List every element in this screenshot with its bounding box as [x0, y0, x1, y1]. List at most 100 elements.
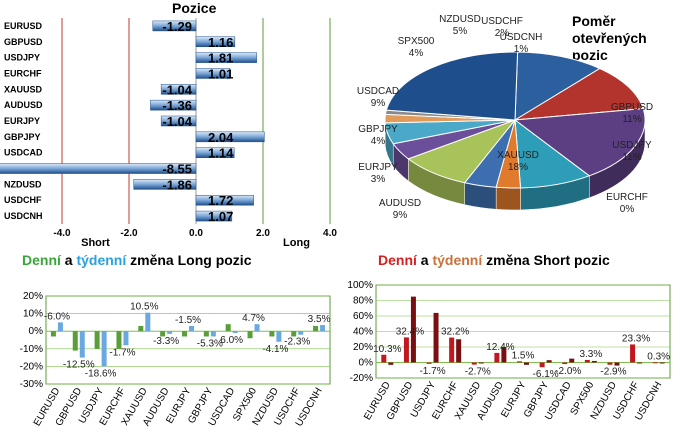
y-tick-label: 60%: [353, 311, 373, 322]
change-bar: [203, 331, 209, 337]
change-bar: [410, 296, 416, 363]
position-bar: [195, 194, 254, 206]
change-bar: [501, 347, 507, 363]
change-bar: [72, 331, 78, 351]
value-label: -1.04: [162, 114, 192, 129]
change-bar: [50, 331, 56, 337]
pie-chart: GBPUSD11%USDJPY11%EURCHF0%XAUUSD18%AUDUS…: [357, 14, 653, 221]
value-label: 23.3%: [622, 333, 650, 344]
change-bar: [320, 325, 326, 332]
category-label: NZDUSD: [4, 179, 42, 189]
position-bar: [195, 147, 235, 158]
change-bar: [539, 362, 545, 368]
pie-label: USDCAD: [357, 86, 399, 97]
change-bar: [494, 352, 500, 363]
position-bar: [152, 20, 197, 32]
y-tick-label: -20%: [20, 361, 43, 372]
value-label: -2.7%: [465, 367, 491, 378]
value-label: -1.29: [162, 19, 192, 34]
change-bar: [138, 325, 144, 332]
pie-label: USDJPY: [612, 140, 652, 151]
short-title-weekly: týdenní: [432, 252, 483, 268]
position-bar: [195, 36, 236, 48]
y-tick-label: -10%: [20, 344, 43, 355]
pie-slice: [514, 67, 644, 121]
value-label: -1.7%: [419, 366, 445, 377]
value-label: 3.5%: [308, 314, 331, 325]
category-label: EURCHF: [4, 68, 42, 78]
change-bar: [403, 337, 409, 363]
short-title: Denní a týdenní změna Short pozic: [378, 252, 610, 268]
value-label: -1.5%: [175, 315, 201, 326]
pie-label: SPX500: [398, 36, 435, 47]
y-tick-label: -30%: [20, 379, 43, 390]
y-tick-label: 20%: [353, 342, 373, 353]
pie-slice-side: [495, 187, 521, 211]
value-label: -8.55: [162, 162, 192, 177]
change-bar: [426, 362, 432, 364]
change-bar: [584, 359, 590, 363]
pie-label: NZDUSD: [439, 14, 481, 25]
change-bar: [313, 325, 319, 332]
long-label: Long: [283, 237, 310, 249]
long-panel: Denní a týdenní změna Long pozic 20% 10% 0…: [0, 250, 340, 439]
change-bar: [225, 324, 231, 332]
change-bar: [456, 339, 462, 363]
short-title-and: a: [416, 252, 433, 268]
short-panel: Denní a týdenní změna Short pozic 100% 80…: [340, 250, 680, 439]
change-bar: [79, 331, 85, 358]
value-label: 10.5%: [130, 302, 158, 313]
change-bar: [123, 331, 129, 346]
pie-label: EURJPY: [358, 162, 398, 173]
change-bar: [607, 362, 613, 365]
change-bar: [254, 324, 260, 332]
category-label: USDJPY: [4, 53, 40, 63]
long-title-and: a: [60, 252, 77, 268]
position-bar: [150, 99, 197, 111]
change-bar: [637, 362, 643, 364]
change-bar: [291, 331, 297, 337]
category-label: GBPJPY: [4, 132, 41, 142]
short-title-rest: změna Short pozic: [482, 252, 610, 268]
position-bar: [195, 210, 233, 222]
long-chart: 20%10%0%-10%-20%-30%-6.0%EURUSD-12.5%GBP…: [20, 291, 331, 429]
value-label: -2.9%: [600, 367, 626, 378]
y-tick-label: 100%: [347, 280, 373, 291]
value-label: -18.6%: [85, 368, 117, 379]
change-bar: [591, 360, 597, 363]
positions-title: Pozice: [172, 0, 217, 16]
short-label: Short: [81, 237, 110, 249]
value-label: 0.3%: [647, 351, 670, 362]
position-bar: [0, 163, 197, 174]
pie-pct-label: 0%: [620, 204, 635, 215]
change-bar: [232, 331, 238, 333]
value-label: 10.3%: [373, 344, 401, 355]
long-title-rest: změna Long pozic: [126, 252, 252, 268]
value-label: -1.04: [162, 82, 192, 97]
position-bar: [160, 84, 197, 95]
value-label: 2.04: [208, 130, 234, 145]
change-bar: [167, 331, 173, 334]
pie-pct-label: 9%: [371, 98, 386, 109]
pie-pct-label: 4%: [371, 136, 386, 147]
value-label: -2.3%: [284, 337, 310, 348]
category-label: EURUSD: [4, 21, 43, 31]
category-label: GBPUSD: [4, 37, 43, 47]
position-bar: [195, 52, 257, 63]
pie-pct-label: 1%: [514, 44, 529, 55]
category-label: USDCNH: [4, 211, 43, 221]
change-bar: [94, 331, 100, 349]
pie-title: Poměr otevřených pozic: [572, 13, 647, 63]
x-tick-label: -4.0: [53, 228, 71, 239]
short-title-daily: Denní: [378, 252, 417, 268]
change-bar: [247, 331, 253, 339]
position-bar: [195, 68, 231, 79]
short-chart: 100%80%60%40%20%0%-20%10.3%EURUSD32.4%GB…: [347, 280, 671, 423]
pie-pct-label: 3%: [371, 174, 386, 185]
pie-label: EURCHF: [606, 192, 648, 203]
value-label: 1.07: [208, 209, 233, 224]
pie-slice: [514, 51, 601, 121]
position-bar: [195, 131, 265, 143]
pie-label: USDCHF: [481, 16, 523, 27]
change-bar: [182, 331, 187, 337]
